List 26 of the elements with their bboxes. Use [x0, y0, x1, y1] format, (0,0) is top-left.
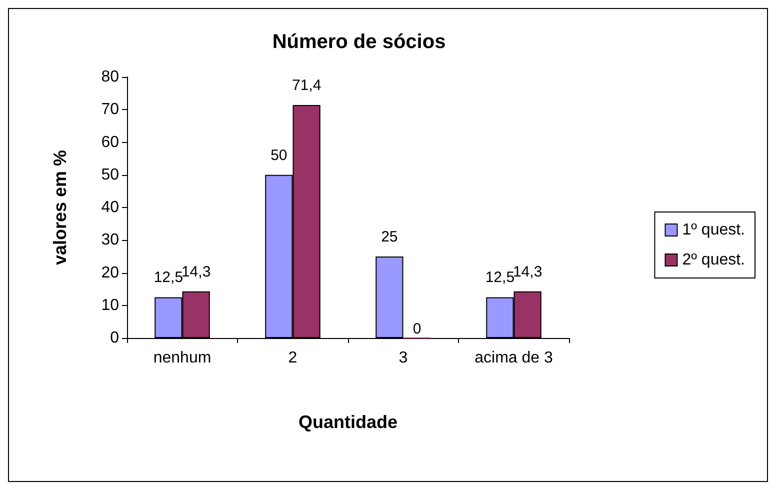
legend-label: 1º quest. — [682, 222, 746, 238]
x-axis-title: Quantidade — [298, 412, 398, 432]
data-label: 71,4 — [292, 77, 322, 94]
y-tick-label: 20 — [101, 264, 120, 282]
x-tick-label: 3 — [398, 350, 408, 366]
data-label: 14,3 — [181, 263, 211, 280]
data-label: 50 — [270, 146, 288, 164]
y-tick-label: 50 — [101, 166, 120, 184]
y-tick-label: 10 — [101, 296, 120, 314]
data-label: 14,3 — [512, 263, 542, 280]
y-tick-label: 60 — [101, 134, 120, 151]
data-label: 25 — [381, 228, 398, 246]
chart-title: Número de sócios — [272, 31, 446, 53]
x-tick-label: nenhum — [153, 350, 212, 366]
legend-label: 2º quest. — [682, 252, 746, 268]
y-tick-label: 80 — [101, 68, 120, 86]
y-tick-label: 30 — [101, 232, 120, 249]
y-tick-label: 70 — [101, 101, 120, 118]
y-tick-label: 40 — [101, 199, 120, 216]
data-label: 12,5 — [485, 269, 515, 286]
data-label: 0 — [412, 320, 422, 338]
data-label: 12,5 — [154, 269, 184, 286]
y-axis-title: valores em % — [50, 150, 70, 266]
x-tick-label: 2 — [288, 350, 298, 366]
y-tick-label: 0 — [110, 330, 120, 346]
x-tick-label: acima de 3 — [474, 350, 553, 366]
